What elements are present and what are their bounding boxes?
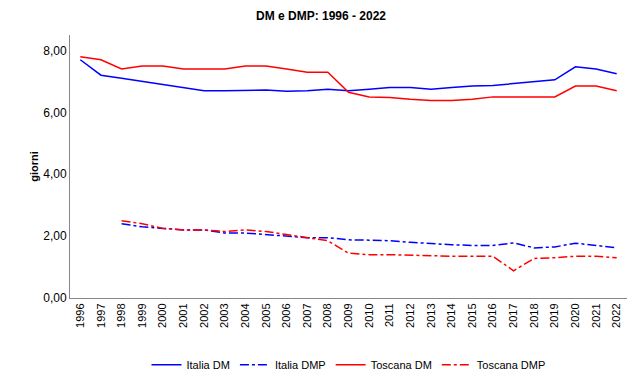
svg-text:DM e DMP: 1996 - 2022: DM e DMP: 1996 - 2022 bbox=[256, 9, 386, 23]
svg-text:Toscana DMP: Toscana DMP bbox=[477, 359, 545, 371]
svg-text:Italia DMP: Italia DMP bbox=[275, 359, 326, 371]
svg-text:2006: 2006 bbox=[280, 303, 292, 327]
svg-text:2016: 2016 bbox=[486, 303, 498, 327]
svg-text:1999: 1999 bbox=[136, 303, 148, 327]
svg-text:2010: 2010 bbox=[363, 303, 375, 327]
svg-text:2012: 2012 bbox=[404, 303, 416, 327]
svg-text:2015: 2015 bbox=[466, 303, 478, 327]
svg-text:2019: 2019 bbox=[548, 303, 560, 327]
svg-text:2004: 2004 bbox=[239, 303, 251, 327]
svg-text:4,00: 4,00 bbox=[43, 167, 67, 181]
svg-text:1997: 1997 bbox=[95, 303, 107, 327]
svg-text:8,00: 8,00 bbox=[43, 44, 67, 58]
svg-text:giorni: giorni bbox=[28, 151, 40, 182]
svg-text:2014: 2014 bbox=[445, 303, 457, 327]
svg-text:2013: 2013 bbox=[425, 303, 437, 327]
svg-text:2000: 2000 bbox=[156, 303, 168, 327]
svg-text:2002: 2002 bbox=[198, 303, 210, 327]
svg-text:2005: 2005 bbox=[260, 303, 272, 327]
svg-text:2022: 2022 bbox=[610, 303, 622, 327]
svg-text:2020: 2020 bbox=[569, 303, 581, 327]
svg-text:2011: 2011 bbox=[383, 303, 395, 327]
svg-text:Italia DM: Italia DM bbox=[187, 359, 230, 371]
svg-text:2,00: 2,00 bbox=[43, 229, 67, 243]
svg-text:2001: 2001 bbox=[177, 303, 189, 327]
svg-text:6,00: 6,00 bbox=[43, 106, 67, 120]
svg-text:2003: 2003 bbox=[218, 303, 230, 327]
svg-text:2018: 2018 bbox=[528, 303, 540, 327]
svg-text:1996: 1996 bbox=[74, 303, 86, 327]
svg-text:Toscana DM: Toscana DM bbox=[371, 359, 432, 371]
svg-text:0,00: 0,00 bbox=[43, 291, 67, 305]
svg-text:2008: 2008 bbox=[321, 303, 333, 327]
svg-text:1998: 1998 bbox=[115, 303, 127, 327]
svg-text:2021: 2021 bbox=[590, 303, 602, 327]
svg-text:2017: 2017 bbox=[507, 303, 519, 327]
svg-text:2009: 2009 bbox=[342, 303, 354, 327]
svg-text:2007: 2007 bbox=[301, 303, 313, 327]
